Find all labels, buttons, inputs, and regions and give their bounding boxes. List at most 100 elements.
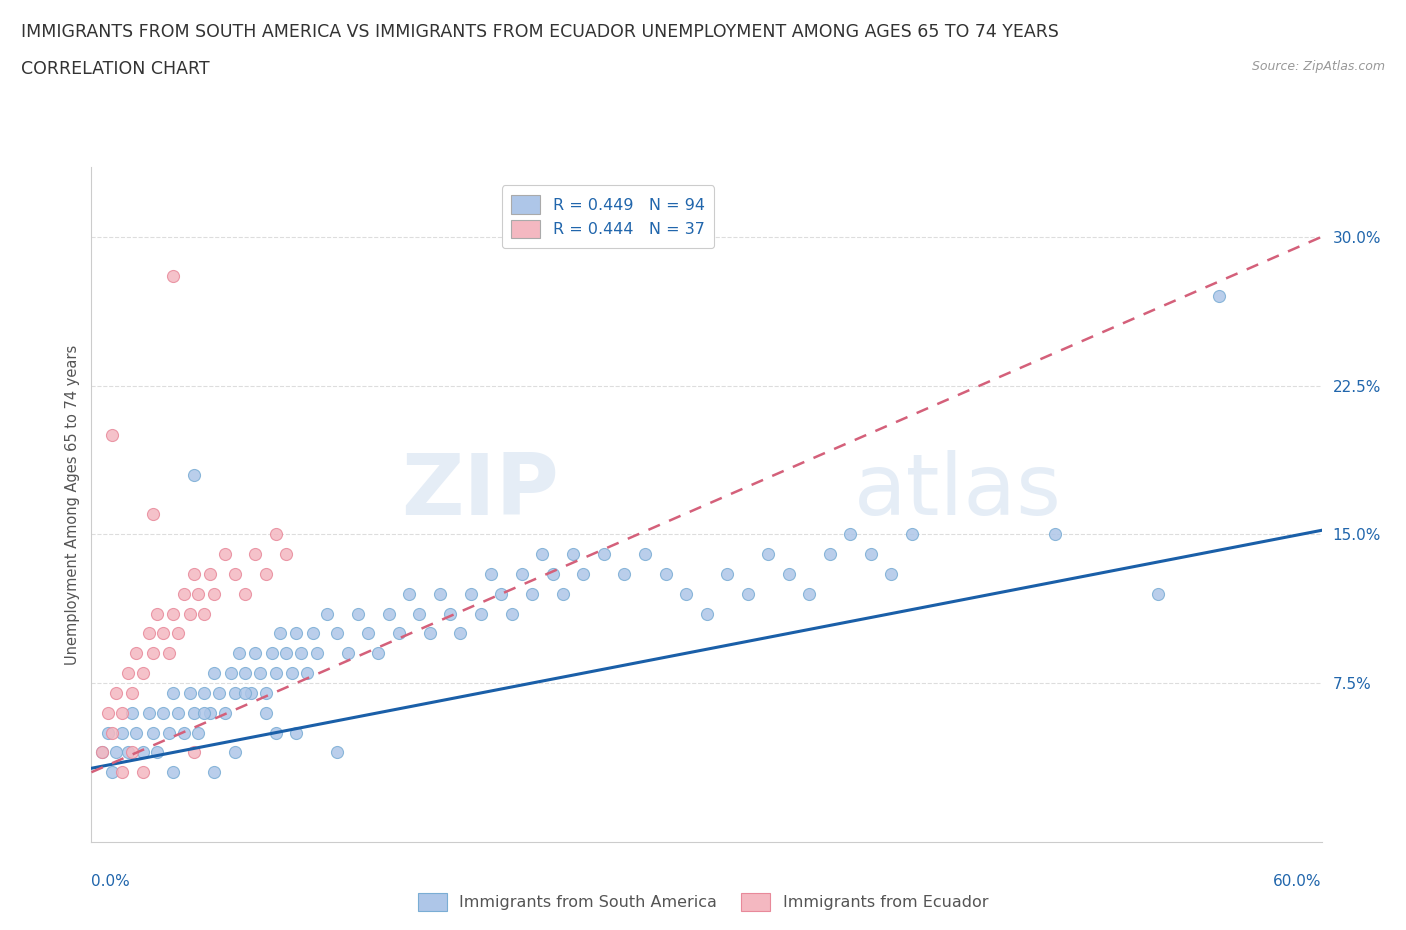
- Point: [101, 725, 124, 740]
- Point: [121, 685, 143, 700]
- Text: ZIP: ZIP: [401, 449, 558, 533]
- Point: [125, 645, 148, 660]
- Point: [429, 586, 451, 601]
- Text: Source: ZipAtlas.com: Source: ZipAtlas.com: [1251, 60, 1385, 73]
- Point: [179, 606, 201, 621]
- Point: [254, 685, 277, 700]
- Point: [111, 764, 134, 779]
- Point: [285, 725, 308, 740]
- Point: [138, 626, 160, 641]
- Point: [131, 764, 153, 779]
- Point: [117, 745, 139, 760]
- Point: [541, 566, 564, 581]
- Point: [214, 705, 236, 720]
- Text: IMMIGRANTS FROM SOUTH AMERICA VS IMMIGRANTS FROM ECUADOR UNEMPLOYMENT AMONG AGES: IMMIGRANTS FROM SOUTH AMERICA VS IMMIGRA…: [21, 23, 1059, 41]
- Point: [121, 745, 143, 760]
- Point: [260, 645, 283, 660]
- Point: [675, 586, 697, 601]
- Point: [439, 606, 461, 621]
- Point: [193, 685, 215, 700]
- Point: [737, 586, 759, 601]
- Point: [491, 586, 513, 601]
- Point: [166, 626, 188, 641]
- Point: [187, 725, 209, 740]
- Point: [162, 269, 184, 284]
- Y-axis label: Unemployment Among Ages 65 to 74 years: Unemployment Among Ages 65 to 74 years: [65, 344, 80, 665]
- Point: [654, 566, 676, 581]
- Point: [97, 705, 120, 720]
- Point: [101, 428, 124, 443]
- Point: [572, 566, 595, 581]
- Point: [111, 705, 134, 720]
- Point: [880, 566, 903, 581]
- Point: [224, 745, 246, 760]
- Point: [146, 745, 169, 760]
- Point: [138, 705, 160, 720]
- Legend: Immigrants from South America, Immigrants from Ecuador: Immigrants from South America, Immigrant…: [412, 886, 994, 917]
- Point: [562, 547, 585, 562]
- Point: [97, 725, 120, 740]
- Point: [202, 666, 225, 681]
- Point: [377, 606, 399, 621]
- Point: [290, 645, 312, 660]
- Point: [281, 666, 304, 681]
- Point: [245, 547, 267, 562]
- Point: [269, 626, 291, 641]
- Point: [228, 645, 250, 660]
- Point: [264, 526, 287, 541]
- Point: [90, 745, 112, 760]
- Point: [367, 645, 389, 660]
- Point: [316, 606, 339, 621]
- Point: [778, 566, 800, 581]
- Point: [551, 586, 574, 601]
- Point: [202, 586, 225, 601]
- Legend: R = 0.449   N = 94, R = 0.444   N = 37: R = 0.449 N = 94, R = 0.444 N = 37: [502, 185, 714, 248]
- Point: [264, 725, 287, 740]
- Point: [131, 666, 153, 681]
- Point: [357, 626, 380, 641]
- Point: [460, 586, 482, 601]
- Point: [347, 606, 370, 621]
- Point: [593, 547, 616, 562]
- Point: [202, 764, 225, 779]
- Point: [193, 705, 215, 720]
- Point: [398, 586, 420, 601]
- Point: [233, 666, 256, 681]
- Point: [634, 547, 657, 562]
- Point: [162, 606, 184, 621]
- Point: [716, 566, 738, 581]
- Point: [105, 745, 127, 760]
- Point: [818, 547, 841, 562]
- Point: [111, 725, 134, 740]
- Point: [183, 745, 205, 760]
- Point: [254, 705, 277, 720]
- Point: [326, 626, 349, 641]
- Point: [142, 725, 165, 740]
- Point: [183, 566, 205, 581]
- Point: [1208, 289, 1230, 304]
- Point: [276, 645, 298, 660]
- Point: [219, 666, 242, 681]
- Point: [157, 645, 180, 660]
- Point: [162, 764, 184, 779]
- Text: CORRELATION CHART: CORRELATION CHART: [21, 60, 209, 78]
- Point: [183, 468, 205, 483]
- Point: [336, 645, 359, 660]
- Point: [276, 547, 298, 562]
- Point: [233, 586, 256, 601]
- Point: [200, 705, 222, 720]
- Point: [162, 685, 184, 700]
- Point: [240, 685, 263, 700]
- Text: 60.0%: 60.0%: [1274, 874, 1322, 889]
- Point: [125, 725, 148, 740]
- Point: [756, 547, 779, 562]
- Point: [146, 606, 169, 621]
- Point: [233, 685, 256, 700]
- Point: [187, 586, 209, 601]
- Point: [173, 725, 195, 740]
- Point: [207, 685, 229, 700]
- Point: [1043, 526, 1066, 541]
- Point: [101, 764, 124, 779]
- Point: [200, 566, 222, 581]
- Point: [388, 626, 411, 641]
